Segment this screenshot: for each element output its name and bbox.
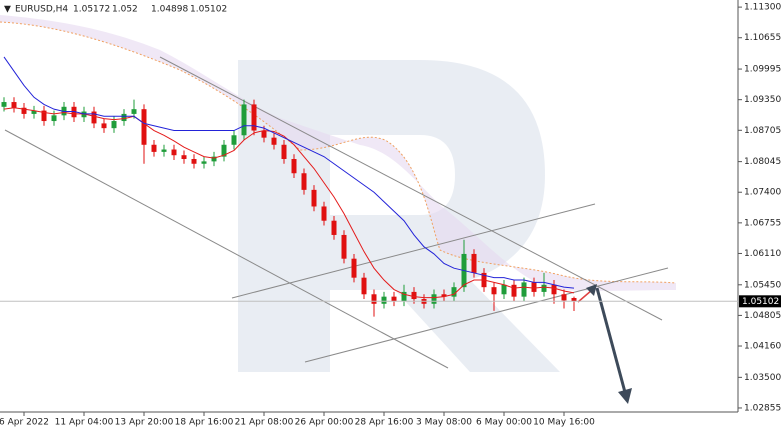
arrow-head xyxy=(586,284,597,296)
candle-body xyxy=(331,220,337,235)
candle-body xyxy=(111,121,117,129)
candle-body xyxy=(191,159,197,164)
x-tick-label: 13 Apr 20:00 xyxy=(115,418,174,428)
y-tick-label: 1.11300 xyxy=(744,3,781,13)
header-high: 1.052 xyxy=(112,5,138,15)
candle-body xyxy=(151,144,157,152)
trend-line xyxy=(4,129,449,369)
candle-body xyxy=(131,109,137,114)
y-tick-label: 1.09995 xyxy=(744,65,781,75)
candle-body xyxy=(91,111,97,124)
cloud-edge xyxy=(0,21,677,284)
candle-body xyxy=(1,102,7,107)
candle-body xyxy=(571,297,577,302)
candle-body xyxy=(511,284,517,297)
candle-body xyxy=(251,104,257,131)
x-tick-label: 3 May 08:00 xyxy=(416,418,472,428)
trend-line xyxy=(304,267,669,363)
candle-body xyxy=(181,155,187,160)
candle-body xyxy=(211,156,217,162)
candle-body xyxy=(561,294,567,301)
candle-body xyxy=(411,291,417,300)
y-tick-label: 1.09350 xyxy=(744,95,781,105)
candle-body xyxy=(51,115,57,122)
candle-body xyxy=(261,130,267,138)
candle-body xyxy=(361,277,367,295)
candle-body xyxy=(431,294,437,304)
candle-body xyxy=(291,159,297,174)
candle-body xyxy=(541,284,547,292)
header-arrow: ▼ xyxy=(4,5,11,15)
candle-body xyxy=(531,282,537,292)
x-tick-label: 6 May 00:00 xyxy=(476,418,532,428)
x-tick-label: 11 Apr 04:00 xyxy=(55,418,114,428)
y-tick-label: 1.03500 xyxy=(744,373,781,383)
candle-body xyxy=(231,135,237,145)
y-tick-label: 1.10655 xyxy=(744,33,781,43)
candle-body xyxy=(451,287,457,297)
symbol: EURUSD,H4 xyxy=(15,5,68,15)
candle-body xyxy=(521,282,527,297)
candle-body xyxy=(351,258,357,278)
arrow-small xyxy=(577,289,593,303)
candle-body xyxy=(311,189,317,207)
y-tick-label: 1.08705 xyxy=(744,126,781,136)
y-tick-label: 1.04805 xyxy=(744,311,781,321)
header-open: 1.05172 xyxy=(73,5,110,15)
candle-body xyxy=(241,104,247,136)
x-tick-label: 21 Apr 08:00 xyxy=(235,418,294,428)
candle-body xyxy=(101,123,107,129)
x-tick-label: 10 May 16:00 xyxy=(533,418,595,428)
candle-body xyxy=(271,137,277,145)
x-tick-label: 18 Apr 16:00 xyxy=(175,418,234,428)
candle-body xyxy=(371,294,377,304)
candle-body xyxy=(321,206,327,221)
candle-body xyxy=(281,144,287,160)
candle-body xyxy=(401,291,407,302)
plot xyxy=(1,56,577,317)
x-tick-label: 28 Apr 16:00 xyxy=(355,418,414,428)
candle-body xyxy=(391,296,397,302)
candle-body xyxy=(141,109,147,145)
y-tick-label: 1.07400 xyxy=(744,188,781,198)
candle-body xyxy=(441,294,447,297)
indicator-line xyxy=(3,56,575,289)
candle-body xyxy=(161,149,167,152)
candle-body xyxy=(501,284,507,295)
y-tick-label: 1.05450 xyxy=(744,280,781,290)
y-tick-label: 1.06110 xyxy=(744,249,781,259)
bid-label-box xyxy=(739,295,781,308)
candle-body xyxy=(491,287,497,295)
trend-line xyxy=(231,203,596,299)
header-low: 1.04898 xyxy=(151,5,188,15)
bid-label: 1.05102 xyxy=(742,297,779,307)
candle-body xyxy=(121,113,127,122)
candle-body xyxy=(201,161,207,164)
candle-body xyxy=(11,102,17,108)
y-tick-label: 1.02855 xyxy=(744,403,781,413)
header-close: 1.05102 xyxy=(190,5,227,15)
candle-body xyxy=(301,173,307,190)
candle-body xyxy=(31,110,37,114)
y-tick-label: 1.06755 xyxy=(744,218,781,228)
y-tick-label: 1.04160 xyxy=(744,342,781,352)
candle-body xyxy=(21,107,27,114)
candle-body xyxy=(221,144,227,157)
forecast-arrow-head xyxy=(618,388,632,404)
candle-body xyxy=(171,149,177,156)
candle-body xyxy=(471,253,477,273)
x-tick-label: 26 Apr 00:00 xyxy=(295,418,354,428)
x-tick-label: 6 Apr 2022 xyxy=(0,418,49,428)
candle-body xyxy=(381,296,387,304)
forecast-arrow xyxy=(595,287,628,397)
y-tick-label: 1.08045 xyxy=(744,157,781,167)
candle-body xyxy=(41,110,47,122)
candle-body xyxy=(551,284,557,295)
candle-body xyxy=(341,234,347,259)
